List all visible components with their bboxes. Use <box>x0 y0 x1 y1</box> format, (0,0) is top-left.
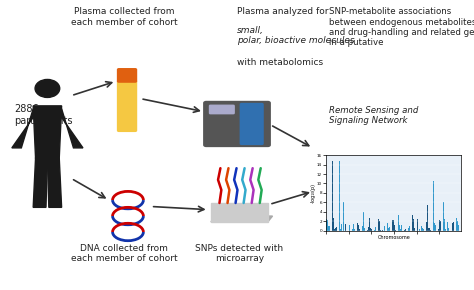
FancyBboxPatch shape <box>210 105 234 114</box>
Bar <box>333 218 334 231</box>
Bar <box>405 229 406 231</box>
X-axis label: Chromosome: Chromosome <box>377 235 410 240</box>
Bar <box>357 223 358 231</box>
Bar <box>433 182 434 231</box>
Bar <box>385 227 386 231</box>
Bar <box>346 230 347 231</box>
Bar <box>375 227 376 231</box>
Y-axis label: -log₁₀(p): -log₁₀(p) <box>310 183 315 203</box>
Bar <box>332 161 333 231</box>
Bar <box>457 221 458 231</box>
FancyBboxPatch shape <box>240 104 263 144</box>
FancyBboxPatch shape <box>118 80 137 131</box>
Bar <box>370 228 371 231</box>
Bar <box>340 229 341 231</box>
FancyBboxPatch shape <box>204 102 270 146</box>
Bar <box>434 223 435 231</box>
Bar <box>401 225 402 231</box>
Bar <box>353 224 354 231</box>
Bar <box>372 229 373 231</box>
Bar <box>367 230 368 231</box>
Bar <box>453 222 454 231</box>
Polygon shape <box>12 109 33 148</box>
Bar <box>328 226 329 231</box>
Text: 2886
participants: 2886 participants <box>14 104 73 126</box>
Text: SNPs detected with
microarray: SNPs detected with microarray <box>195 244 283 263</box>
Bar <box>446 229 447 231</box>
Bar <box>427 205 428 231</box>
Bar <box>429 228 430 231</box>
Bar <box>399 225 400 231</box>
Bar <box>412 215 413 231</box>
Bar <box>362 226 363 231</box>
Text: SNP-metabolite associations
between endogenous metabolites
and drug-handling and: SNP-metabolite associations between endo… <box>329 7 474 48</box>
Bar <box>444 219 445 231</box>
Bar <box>364 228 365 231</box>
Bar <box>379 221 380 231</box>
Bar <box>443 202 444 231</box>
Bar <box>452 223 453 231</box>
Bar <box>354 229 355 231</box>
Text: Plasma analyzed for: Plasma analyzed for <box>237 7 331 16</box>
Bar <box>419 229 420 231</box>
Text: small,
polar, bioactive molecules: small, polar, bioactive molecules <box>237 26 355 46</box>
Polygon shape <box>47 158 62 207</box>
Bar <box>339 161 340 231</box>
Text: DNA collected from
each member of cohort: DNA collected from each member of cohort <box>71 244 177 263</box>
Bar <box>381 230 382 231</box>
Bar <box>384 226 385 231</box>
Bar <box>414 228 415 231</box>
Bar <box>423 229 424 231</box>
Bar <box>327 220 328 231</box>
Bar <box>329 226 330 231</box>
Bar <box>359 229 360 231</box>
Bar <box>349 225 350 231</box>
Bar <box>368 227 369 231</box>
Bar <box>369 218 370 231</box>
Bar <box>428 229 429 231</box>
Bar <box>343 202 344 231</box>
Bar <box>440 221 441 231</box>
Bar <box>393 220 394 231</box>
Bar <box>422 228 423 231</box>
Bar <box>416 229 417 231</box>
Bar <box>417 218 418 231</box>
Text: Plasma collected from
each member of cohort: Plasma collected from each member of coh… <box>71 7 177 27</box>
Bar <box>334 229 335 231</box>
Bar <box>448 228 449 231</box>
Text: Remote Sensing and
Signaling Network: Remote Sensing and Signaling Network <box>329 106 419 125</box>
Polygon shape <box>62 109 83 148</box>
Bar <box>352 229 353 231</box>
Bar <box>438 229 439 231</box>
Bar <box>408 228 409 231</box>
Text: with metabolomics: with metabolomics <box>237 58 323 67</box>
Bar <box>413 219 414 231</box>
Bar <box>326 219 327 231</box>
Bar <box>382 230 383 231</box>
Bar <box>439 220 440 231</box>
Bar <box>398 215 399 231</box>
Ellipse shape <box>35 79 60 97</box>
Bar <box>394 225 395 231</box>
Bar <box>341 224 342 231</box>
Bar <box>426 222 427 231</box>
Bar <box>387 223 388 231</box>
FancyBboxPatch shape <box>118 69 137 82</box>
Bar <box>378 219 379 231</box>
Bar <box>420 226 421 231</box>
Bar <box>435 225 436 231</box>
Bar <box>363 212 364 231</box>
Bar <box>404 230 405 231</box>
Polygon shape <box>33 106 62 158</box>
Bar <box>400 229 401 231</box>
Polygon shape <box>33 158 47 207</box>
Bar <box>389 227 390 231</box>
Polygon shape <box>211 216 273 222</box>
Bar <box>358 225 359 231</box>
Bar <box>335 228 336 231</box>
Polygon shape <box>211 203 268 222</box>
Bar <box>388 228 389 231</box>
Bar <box>458 225 459 231</box>
